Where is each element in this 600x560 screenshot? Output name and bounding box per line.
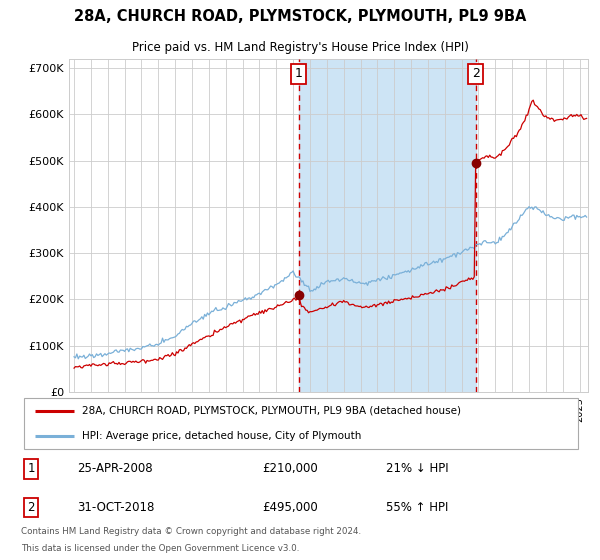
- Text: 25-APR-2008: 25-APR-2008: [77, 463, 153, 475]
- Text: This data is licensed under the Open Government Licence v3.0.: This data is licensed under the Open Gov…: [21, 544, 299, 553]
- FancyBboxPatch shape: [24, 398, 578, 449]
- Text: 2: 2: [472, 67, 479, 80]
- Text: 28A, CHURCH ROAD, PLYMSTOCK, PLYMOUTH, PL9 9BA: 28A, CHURCH ROAD, PLYMSTOCK, PLYMOUTH, P…: [74, 9, 526, 24]
- Text: 21% ↓ HPI: 21% ↓ HPI: [386, 463, 448, 475]
- Text: Price paid vs. HM Land Registry's House Price Index (HPI): Price paid vs. HM Land Registry's House …: [131, 41, 469, 54]
- Text: £210,000: £210,000: [262, 463, 318, 475]
- Text: Contains HM Land Registry data © Crown copyright and database right 2024.: Contains HM Land Registry data © Crown c…: [21, 528, 361, 536]
- Bar: [299, 59, 476, 392]
- Text: 31-OCT-2018: 31-OCT-2018: [77, 501, 154, 514]
- Text: 28A, CHURCH ROAD, PLYMSTOCK, PLYMOUTH, PL9 9BA (detached house): 28A, CHURCH ROAD, PLYMSTOCK, PLYMOUTH, P…: [82, 406, 461, 416]
- Text: £495,000: £495,000: [262, 501, 318, 514]
- Text: HPI: Average price, detached house, City of Plymouth: HPI: Average price, detached house, City…: [82, 431, 361, 441]
- Text: 1: 1: [295, 67, 302, 80]
- Text: 55% ↑ HPI: 55% ↑ HPI: [386, 501, 448, 514]
- Text: 1: 1: [28, 463, 35, 475]
- Text: 2: 2: [28, 501, 35, 514]
